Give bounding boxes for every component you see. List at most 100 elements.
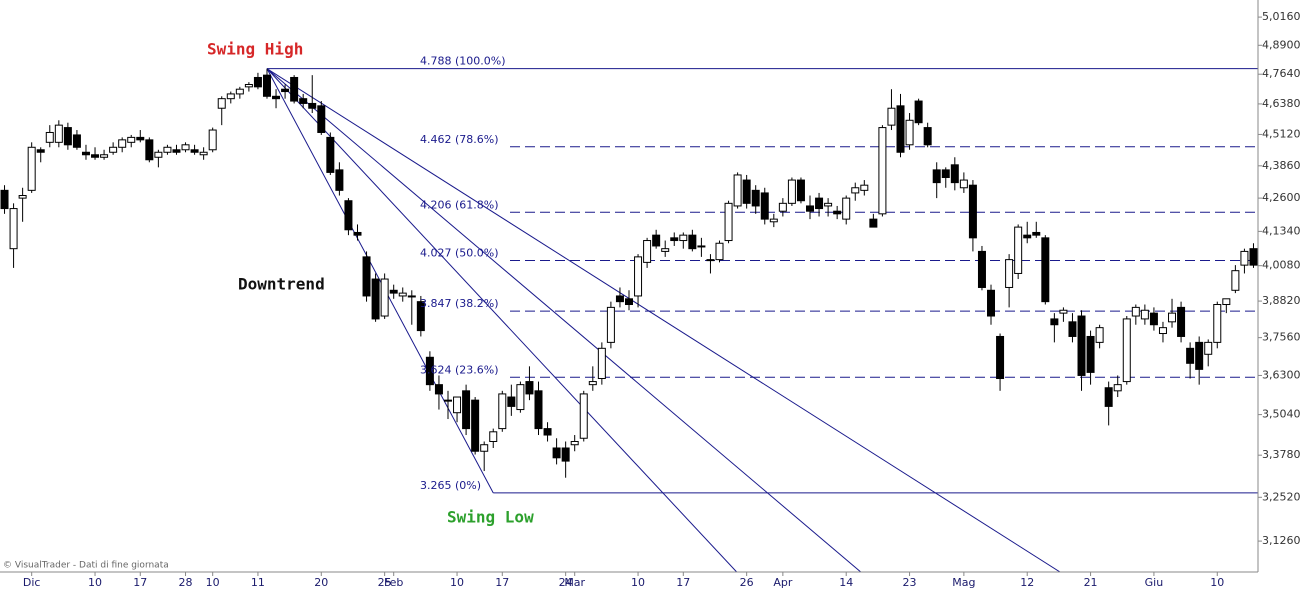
candle-body xyxy=(290,76,299,102)
y-tick-label: 3,8820 xyxy=(1262,294,1301,307)
candle-body xyxy=(9,208,18,250)
y-tick-label: 4,6380 xyxy=(1262,97,1301,110)
candle-body xyxy=(335,169,344,191)
y-tick-label: 4,0080 xyxy=(1262,259,1301,272)
candle-body xyxy=(63,127,72,146)
candle-body xyxy=(353,231,362,236)
candle-body xyxy=(471,399,480,452)
candle-body xyxy=(905,119,914,146)
candle-body xyxy=(1005,259,1014,288)
candle-body xyxy=(1249,248,1258,266)
candle-body xyxy=(1168,312,1177,323)
x-tick-label: 10 xyxy=(88,576,102,589)
candle-body xyxy=(597,347,606,380)
x-tick-label: 24 xyxy=(559,576,573,589)
candle-body xyxy=(525,381,534,395)
candle-body xyxy=(443,399,452,402)
annotation: Downtrend xyxy=(238,275,325,294)
candle-body xyxy=(190,149,199,153)
candle-body xyxy=(842,197,851,220)
candle-body xyxy=(815,197,824,210)
fan-line xyxy=(266,68,738,572)
x-tick-label: 23 xyxy=(903,576,917,589)
candle-body xyxy=(1213,304,1222,343)
candle-body xyxy=(45,131,54,143)
candle-body xyxy=(1014,226,1023,274)
y-tick-label: 3,6300 xyxy=(1262,368,1301,381)
x-tick-label: Apr xyxy=(773,576,793,589)
candle-body xyxy=(1068,321,1077,337)
candle-body xyxy=(1086,335,1095,373)
fibonacci-layer xyxy=(266,68,1258,572)
candle-body xyxy=(996,335,1005,380)
candle-body xyxy=(371,278,380,320)
fib-level-label: 3.624 (23.6%) xyxy=(420,363,499,376)
x-tick-label: 10 xyxy=(206,576,220,589)
x-tick-label: Giu xyxy=(1145,576,1164,589)
candle-body xyxy=(688,234,697,250)
candle-body xyxy=(977,250,986,288)
x-tick-label: 12 xyxy=(1020,576,1034,589)
candle-body xyxy=(181,144,190,151)
candle-body xyxy=(534,390,543,430)
candle-body xyxy=(706,259,715,262)
x-tick-label: Feb xyxy=(384,576,403,589)
candle-body xyxy=(561,447,570,462)
candle-body xyxy=(959,179,968,189)
candle-body xyxy=(769,218,778,223)
candle-body xyxy=(253,76,262,88)
candle-body xyxy=(860,184,869,191)
y-tick-label: 3,1260 xyxy=(1262,534,1301,547)
candle-body xyxy=(579,393,588,439)
x-tick-label: 10 xyxy=(450,576,464,589)
candle-body xyxy=(697,245,706,248)
candle-body xyxy=(851,187,860,194)
annotation: Swing High xyxy=(207,40,303,59)
candle-body xyxy=(932,169,941,184)
candle-body xyxy=(217,98,226,109)
candle-body xyxy=(235,88,244,95)
x-tick-label: 20 xyxy=(314,576,328,589)
candle-body xyxy=(1050,318,1059,326)
candle-body xyxy=(1032,231,1041,236)
candle-body xyxy=(1158,327,1167,335)
candle-body xyxy=(425,356,434,386)
candle-body xyxy=(1122,318,1131,383)
y-tick-label: 4,2600 xyxy=(1262,191,1301,204)
candle-body xyxy=(81,151,90,156)
candle-body xyxy=(806,205,815,212)
fib-level-label: 3.265 (0%) xyxy=(420,479,481,492)
candle-body xyxy=(27,146,36,191)
candle-layer xyxy=(0,68,1258,478)
x-tick-label: 11 xyxy=(251,576,265,589)
candle-body xyxy=(118,139,127,148)
candle-body xyxy=(163,146,172,153)
candle-body xyxy=(434,384,443,395)
fib-level-label: 3.847 (38.2%) xyxy=(420,297,499,310)
candle-body xyxy=(987,289,996,317)
y-tick-label: 3,7560 xyxy=(1262,331,1301,344)
candle-body xyxy=(824,202,833,207)
y-tick-label: 4,3860 xyxy=(1262,159,1301,172)
candle-body xyxy=(1041,237,1050,303)
candle-body xyxy=(796,179,805,202)
x-tick-label: Dic xyxy=(23,576,41,589)
candle-body xyxy=(407,295,416,298)
candle-body xyxy=(317,105,326,133)
x-tick-label: 10 xyxy=(631,576,645,589)
candle-body xyxy=(742,179,751,204)
candle-body xyxy=(1095,327,1104,343)
candle-body xyxy=(634,256,643,297)
candle-body xyxy=(18,195,27,199)
candle-body xyxy=(941,169,950,179)
candle-body xyxy=(507,396,516,407)
fib-level-label: 4.027 (50.0%) xyxy=(420,246,499,259)
y-tick-label: 4,5120 xyxy=(1262,127,1301,140)
candle-body xyxy=(1104,387,1113,407)
y-tick-label: 4,7640 xyxy=(1262,67,1301,80)
candle-body xyxy=(172,149,181,153)
candle-body xyxy=(652,234,661,247)
candle-body xyxy=(127,136,136,143)
source-note: © VisualTrader - Dati di fine giornata xyxy=(3,561,169,571)
candle-body xyxy=(398,292,407,297)
